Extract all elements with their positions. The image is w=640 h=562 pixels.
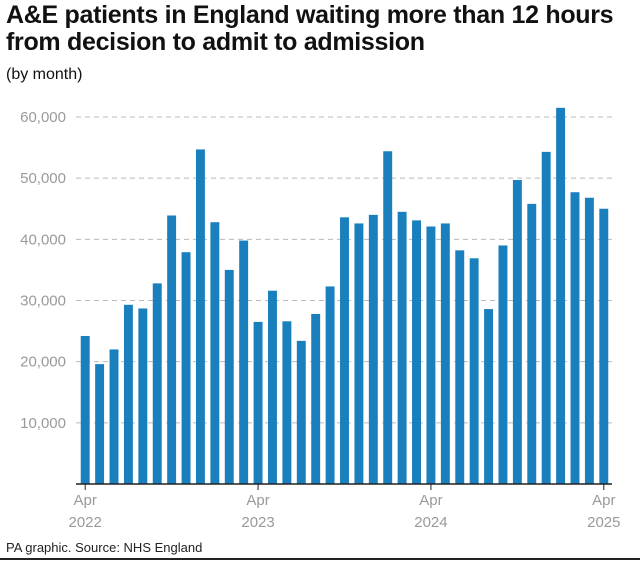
bar: [282, 321, 292, 484]
x-tick-month: Apr: [419, 492, 442, 509]
y-tick-label: 30,000: [20, 293, 66, 310]
chart-title: A&E patients in England waiting more tha…: [6, 1, 614, 56]
bar: [181, 252, 191, 484]
bar: [138, 308, 148, 484]
y-tick-label: 20,000: [20, 354, 66, 371]
bar: [80, 335, 90, 484]
x-tick-month: Apr: [592, 492, 615, 509]
bar: [239, 240, 249, 484]
bar: [253, 321, 263, 484]
bar: [412, 220, 421, 484]
bar: [484, 309, 494, 484]
bar: [426, 226, 436, 484]
bar: [296, 340, 306, 484]
bar-chart: 10,000 20,000 30,000 40,000 50,000 60,000 Apr…: [20, 107, 620, 531]
chart-subtitle: (by month): [6, 66, 83, 83]
source-note: PA graphic. Source: NHS England: [6, 540, 203, 555]
bar: [368, 214, 378, 484]
bar: [311, 313, 321, 484]
bar: [556, 107, 566, 484]
bar: [584, 197, 594, 485]
bar: [397, 211, 407, 484]
bar: [498, 245, 508, 484]
bar: [95, 364, 105, 484]
x-axis-labels: Apr 2022 Apr 2023 Apr 2024 Apr 2025: [69, 484, 620, 531]
y-tick-label: 50,000: [20, 170, 66, 187]
bar: [224, 269, 234, 484]
bar: [440, 223, 450, 484]
x-tick-year: 2022: [69, 514, 102, 531]
bar: [527, 203, 537, 484]
bar: [599, 208, 609, 484]
bars: [80, 107, 609, 485]
y-tick-label: 40,000: [20, 231, 66, 248]
bar: [455, 250, 465, 484]
y-tick-label: 60,000: [20, 109, 66, 126]
bar: [268, 290, 277, 484]
bar: [325, 286, 335, 484]
bottom-rule: [0, 558, 640, 560]
bar: [195, 149, 205, 484]
x-tick-month: Apr: [74, 492, 97, 509]
x-tick-year: 2024: [414, 514, 447, 531]
bar: [469, 258, 479, 484]
bar: [340, 217, 349, 484]
bar: [152, 283, 162, 484]
y-tick-label: 10,000: [20, 415, 66, 432]
bar: [109, 349, 119, 484]
x-tick-year: 2023: [241, 514, 274, 531]
bar: [541, 151, 551, 485]
bar: [354, 223, 364, 484]
bar: [123, 304, 133, 484]
bar: [383, 151, 393, 484]
bar: [570, 192, 580, 485]
x-tick-month: Apr: [246, 492, 269, 509]
bar: [512, 180, 522, 485]
y-axis-labels: 10,000 20,000 30,000 40,000 50,000 60,000: [20, 109, 66, 432]
bar: [167, 215, 177, 484]
x-tick-year: 2025: [587, 514, 620, 531]
bar: [210, 222, 220, 484]
